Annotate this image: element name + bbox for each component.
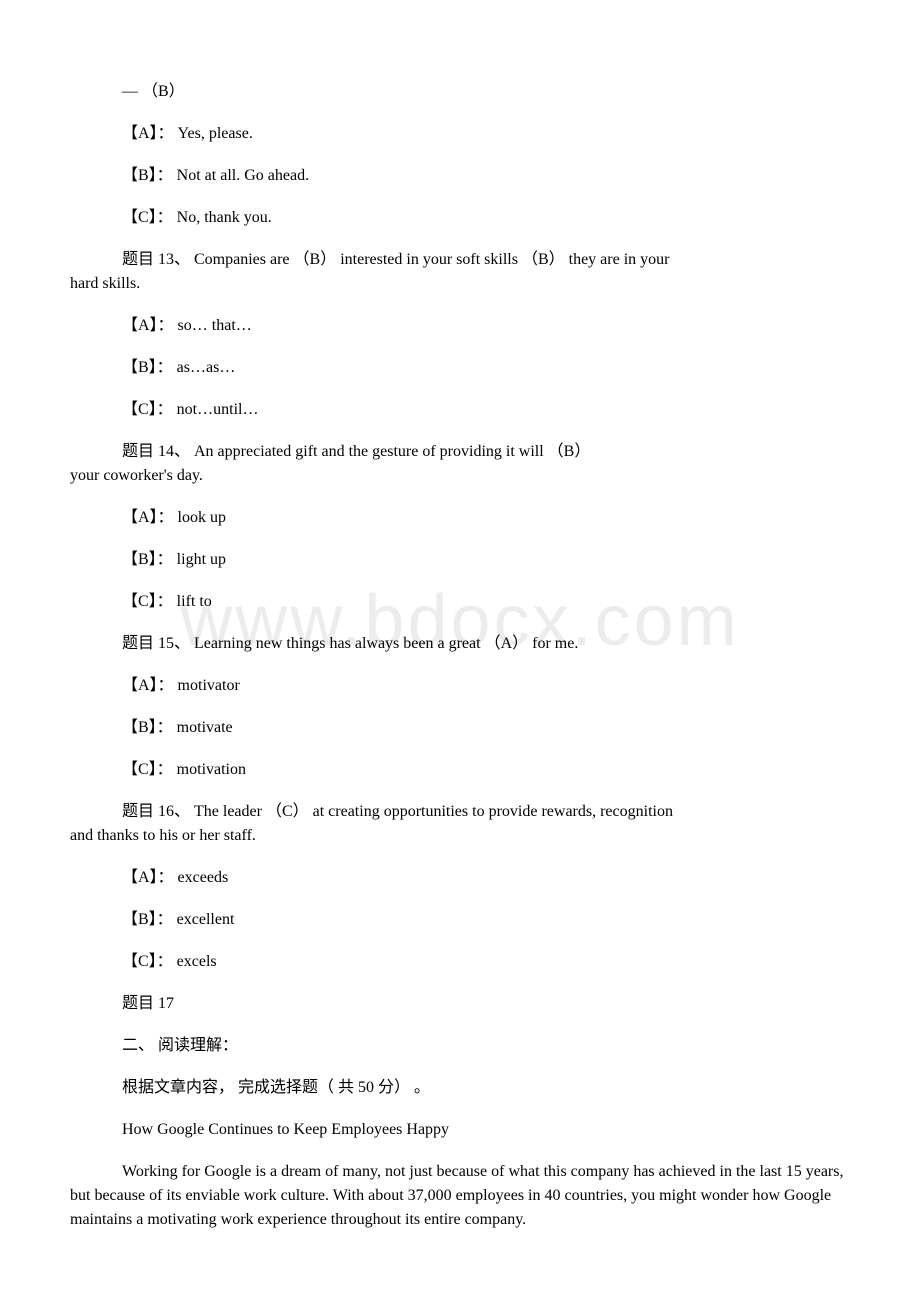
- question-stem: 题目 14、 An appreciated gift and the gestu…: [70, 440, 850, 464]
- document-body: — （B） 【A】： Yes, please. 【B】： Not at all.…: [70, 80, 850, 1232]
- option-c: 【C】： not…until…: [70, 398, 850, 422]
- option-a: 【A】： exceeds: [70, 866, 850, 890]
- passage-title: How Google Continues to Keep Employees H…: [70, 1118, 850, 1142]
- question-16: 题目 16、 The leader （C） at creating opport…: [70, 800, 850, 848]
- option-b: 【B】： excellent: [70, 908, 850, 932]
- passage-paragraph: Working for Google is a dream of many, n…: [70, 1160, 850, 1232]
- option-a: 【A】： Yes, please.: [70, 122, 850, 146]
- option-b: 【B】： Not at all. Go ahead.: [70, 164, 850, 188]
- option-a: 【A】： motivator: [70, 674, 850, 698]
- question-stem-cont: and thanks to his or her staff.: [70, 824, 850, 848]
- option-c: 【C】： excels: [70, 950, 850, 974]
- section-heading: 二、 阅读理解：: [70, 1034, 850, 1058]
- question-stem-cont: your coworker's day.: [70, 464, 850, 488]
- question-stem-cont: hard skills.: [70, 272, 850, 296]
- option-a: 【A】： so… that…: [70, 314, 850, 338]
- question-13: 题目 13、 Companies are （B） interested in y…: [70, 248, 850, 296]
- section-instruction: 根据文章内容， 完成选择题（ 共 50 分） 。: [70, 1076, 850, 1100]
- question-14: 题目 14、 An appreciated gift and the gestu…: [70, 440, 850, 488]
- option-b: 【B】： light up: [70, 548, 850, 572]
- option-c: 【C】： No, thank you.: [70, 206, 850, 230]
- question-17-label: 题目 17: [70, 992, 850, 1016]
- option-b: 【B】： motivate: [70, 716, 850, 740]
- option-c: 【C】： lift to: [70, 590, 850, 614]
- option-c: 【C】： motivation: [70, 758, 850, 782]
- option-a: 【A】： look up: [70, 506, 850, 530]
- answer-prompt: — （B）: [70, 80, 850, 104]
- option-b: 【B】： as…as…: [70, 356, 850, 380]
- question-15: 题目 15、 Learning new things has always be…: [70, 632, 850, 656]
- question-stem: 题目 13、 Companies are （B） interested in y…: [70, 248, 850, 272]
- question-stem: 题目 16、 The leader （C） at creating opport…: [70, 800, 850, 824]
